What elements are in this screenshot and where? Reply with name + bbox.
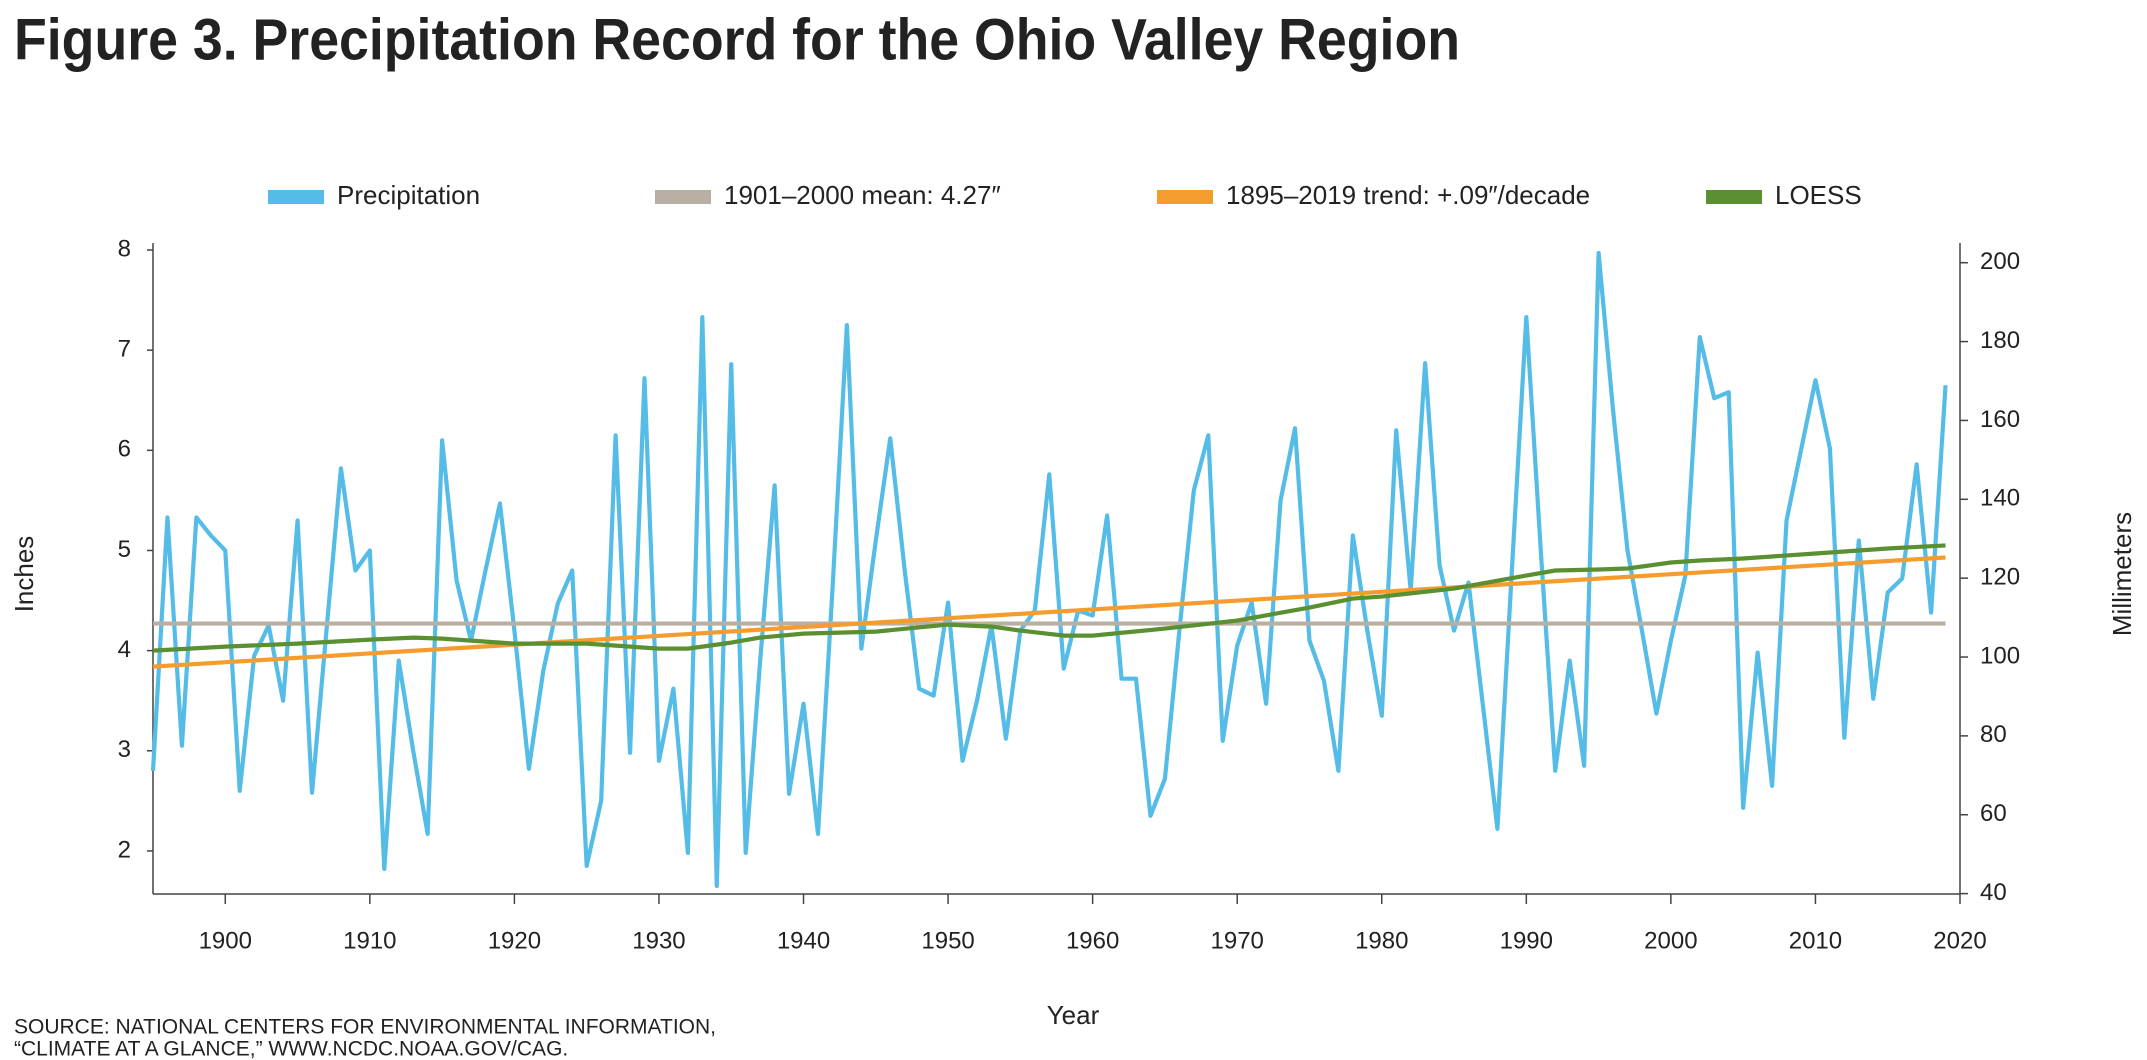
y2-tick-label: 200	[1980, 248, 2020, 275]
y-tick-label: 5	[118, 536, 131, 563]
chart-title: Figure 3. Precipitation Record for the O…	[14, 7, 1460, 72]
y2-tick-label: 180	[1980, 327, 2020, 354]
x-tick-label: 1980	[1355, 927, 1408, 954]
x-tick-label: 2010	[1789, 927, 1842, 954]
y2-tick-label: 100	[1980, 642, 2020, 669]
y2-tick-label: 120	[1980, 564, 2020, 591]
legend-swatch	[1157, 190, 1213, 204]
legend-label: Precipitation	[337, 180, 480, 210]
y2-tick-label: 60	[1980, 800, 2007, 827]
x-tick-label: 1910	[343, 927, 396, 954]
x-tick-label: 1900	[199, 927, 252, 954]
y2-tick-label: 160	[1980, 406, 2020, 433]
legend-label: 1895–2019 trend: +.09″/decade	[1226, 180, 1590, 210]
series-line	[152, 543, 1946, 653]
x-tick-label: 1920	[488, 927, 541, 954]
legend-label: 1901–2000 mean: 4.27″	[724, 180, 1001, 210]
y2-axis-label: Millimeters	[2107, 512, 2137, 636]
legend-swatch	[1706, 190, 1762, 204]
y-tick-label: 4	[118, 636, 131, 663]
y-tick-label: 6	[118, 436, 131, 463]
legend-swatch	[268, 190, 324, 204]
y-axis-label: Inches	[9, 536, 39, 613]
x-tick-label: 1950	[921, 927, 974, 954]
x-tick-label: 1990	[1500, 927, 1553, 954]
series-line	[150, 250, 1948, 889]
x-tick-label: 1960	[1066, 927, 1119, 954]
x-tick-label: 1940	[777, 927, 830, 954]
legend-swatch	[655, 190, 711, 204]
y-tick-label: 8	[118, 235, 131, 262]
x-tick-label: 2000	[1644, 927, 1697, 954]
y-tick-label: 2	[118, 836, 131, 863]
source-note: SOURCE: NATIONAL CENTERS FOR ENVIRONMENT…	[14, 1016, 716, 1039]
y2-tick-label: 140	[1980, 485, 2020, 512]
series-line	[152, 555, 1946, 669]
legend-label: LOESS	[1775, 180, 1862, 210]
y-tick-label: 7	[118, 336, 131, 363]
x-tick-label: 1970	[1211, 927, 1264, 954]
x-tick-label: 2020	[1933, 927, 1986, 954]
y2-tick-label: 40	[1980, 879, 2007, 906]
x-axis-label: Year	[1047, 1000, 1100, 1030]
y-tick-label: 3	[118, 736, 131, 763]
source-note: “CLIMATE AT A GLANCE,” WWW.NCDC.NOAA.GOV…	[14, 1038, 568, 1060]
y2-tick-label: 80	[1980, 721, 2007, 748]
x-tick-label: 1930	[632, 927, 685, 954]
